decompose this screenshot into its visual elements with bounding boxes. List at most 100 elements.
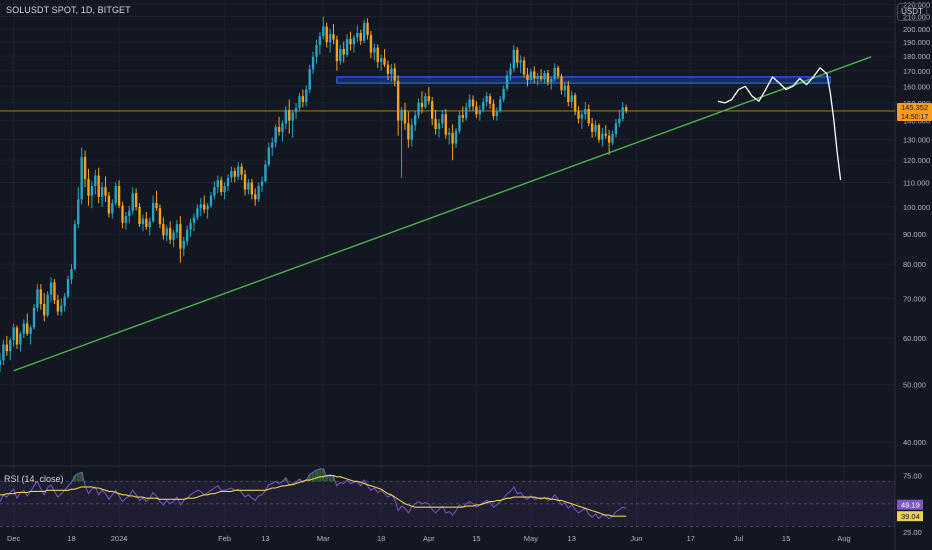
candle-body[interactable] (145, 218, 148, 227)
candle-body[interactable] (185, 229, 189, 242)
candle-body[interactable] (611, 133, 614, 143)
candle-body[interactable] (543, 73, 546, 80)
candle-body[interactable] (104, 187, 107, 196)
rsi-indicator-title[interactable]: RSI (14, close) (4, 474, 64, 484)
candle-body[interactable] (124, 216, 128, 223)
candle-body[interactable] (0, 360, 2, 366)
candle-body[interactable] (308, 69, 311, 90)
time-axis[interactable]: Dec 18 2024 Feb 13 Mar 18 Apr 15 May 13 Jun 17 Jul 15 A… (7, 534, 851, 543)
candle-body[interactable] (117, 185, 121, 206)
candle-body[interactable] (134, 193, 138, 207)
candle-body[interactable] (107, 195, 111, 214)
candle-body[interactable] (288, 109, 291, 121)
candle-body[interactable] (29, 327, 32, 334)
candle-body[interactable] (196, 208, 199, 218)
currency-button[interactable]: USDT (897, 3, 927, 21)
candle-body[interactable] (70, 269, 73, 280)
candle-body[interactable] (482, 102, 485, 110)
candle-body[interactable] (223, 185, 226, 192)
support-trendline[interactable] (13, 56, 872, 372)
candle-body[interactable] (220, 180, 223, 192)
candle-body[interactable] (502, 88, 505, 100)
candle-body[interactable] (488, 96, 492, 104)
candle-body[interactable] (536, 76, 539, 79)
candle-body[interactable] (90, 185, 94, 196)
candle-body[interactable] (587, 108, 590, 124)
candle-body[interactable] (175, 224, 179, 233)
candle-body[interactable] (437, 123, 441, 129)
candle-body[interactable] (427, 96, 430, 102)
candle-body[interactable] (77, 199, 80, 225)
candle-body[interactable] (63, 296, 66, 306)
candle-body[interactable] (243, 174, 247, 190)
candle-body[interactable] (400, 109, 403, 121)
candle-body[interactable] (505, 75, 509, 89)
candle-body[interactable] (465, 107, 468, 118)
candle-body[interactable] (567, 85, 570, 103)
candle-body[interactable] (240, 166, 243, 175)
candle-body[interactable] (83, 156, 87, 179)
candle-body[interactable] (121, 205, 124, 223)
candle-body[interactable] (202, 204, 206, 210)
candle-body[interactable] (393, 68, 396, 81)
candle-body[interactable] (12, 327, 15, 341)
candle-body[interactable] (434, 118, 437, 129)
candle-body[interactable] (315, 44, 318, 57)
candle-body[interactable] (43, 303, 46, 316)
candle-body[interactable] (254, 194, 257, 200)
candle-body[interactable] (362, 22, 366, 41)
candle-body[interactable] (454, 130, 458, 144)
candle-body[interactable] (15, 327, 19, 345)
candle-body[interactable] (294, 108, 298, 113)
candle-body[interactable] (509, 68, 512, 76)
candle-body[interactable] (413, 115, 417, 126)
candle-body[interactable] (301, 96, 305, 103)
candle-body[interactable] (328, 34, 332, 43)
candle-body[interactable] (580, 114, 584, 119)
candle-body[interactable] (563, 85, 567, 91)
candle-body[interactable] (430, 101, 434, 119)
candle-body[interactable] (485, 96, 488, 103)
candle-body[interactable] (305, 89, 308, 103)
candle-body[interactable] (291, 112, 294, 121)
candle-body[interactable] (32, 307, 36, 328)
candle-body[interactable] (366, 22, 369, 35)
candle-body[interactable] (111, 203, 114, 214)
candle-body[interactable] (128, 210, 131, 217)
candle-body[interactable] (444, 114, 447, 135)
candle-body[interactable] (604, 133, 607, 136)
candle-body[interactable] (607, 135, 611, 143)
candle-body[interactable] (94, 175, 97, 186)
candle-body[interactable] (424, 96, 427, 108)
candle-body[interactable] (168, 228, 172, 240)
candle-body[interactable] (448, 132, 451, 135)
candle-body[interactable] (233, 171, 237, 177)
candle-body[interactable] (441, 114, 444, 124)
symbol-title[interactable]: SOLUSDT SPOT, 1D, BITGET (6, 5, 131, 15)
resistance-zone-layer[interactable] (0, 76, 895, 112)
candle-body[interactable] (26, 323, 29, 334)
candle-body[interactable] (342, 49, 345, 55)
candle-body[interactable] (526, 74, 529, 80)
candle-body[interactable] (621, 107, 624, 119)
candle-body[interactable] (66, 279, 70, 297)
candle-body[interactable] (100, 187, 104, 197)
candle-body[interactable] (383, 58, 386, 65)
candle-body[interactable] (519, 60, 522, 63)
candle-body[interactable] (495, 110, 499, 117)
candle-body[interactable] (264, 164, 267, 182)
candle-body[interactable] (237, 166, 240, 177)
candle-body[interactable] (553, 67, 556, 80)
candle-body[interactable] (172, 232, 175, 240)
candle-body[interactable] (19, 333, 22, 345)
candle-body[interactable] (311, 56, 315, 70)
candle-body[interactable] (209, 195, 213, 206)
candle-body[interactable] (199, 204, 202, 209)
candle-body[interactable] (151, 203, 155, 222)
candle-body[interactable] (345, 38, 349, 55)
candle-body[interactable] (614, 123, 618, 134)
candle-body[interactable] (182, 241, 185, 249)
candle-body[interactable] (138, 206, 141, 225)
candle-body[interactable] (114, 185, 117, 204)
candle-body[interactable] (226, 177, 230, 186)
